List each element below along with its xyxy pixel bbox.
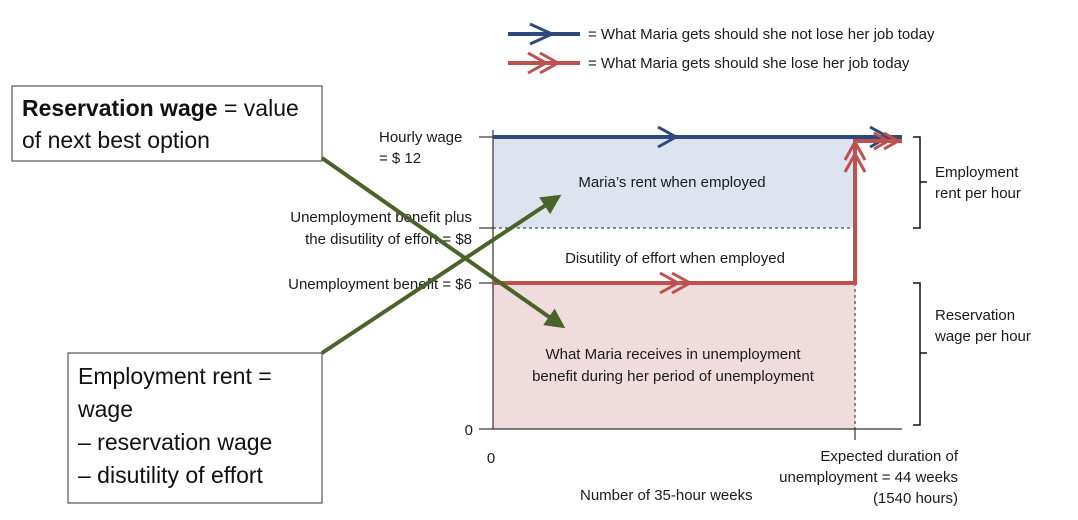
red-unemployment-path bbox=[493, 139, 902, 285]
legend-blue-chevron-icon bbox=[529, 22, 556, 46]
red-end-chevron-second bbox=[883, 131, 902, 151]
reservation-pointer-arrow bbox=[320, 156, 566, 329]
x-origin-label: 0 bbox=[487, 450, 495, 467]
reservation-wage-callout bbox=[11, 85, 323, 162]
duration-label-3: (1540 hours) bbox=[873, 490, 958, 507]
employment-rent-brace-label-1: Employment bbox=[935, 164, 1019, 181]
red-double-chevron-icon bbox=[659, 271, 682, 295]
reservation-wage-brace bbox=[913, 282, 921, 426]
employment-rent-brace-label-2: rent per hour bbox=[935, 185, 1021, 202]
y-origin-label: 0 bbox=[465, 422, 473, 439]
reservation-wage-brace-label-1: Reservation bbox=[935, 307, 1015, 324]
red-end-chevron-icon bbox=[873, 131, 892, 151]
rent-region-label: Maria’s rent when employed bbox=[578, 174, 765, 191]
legend-red-label: = What Maria gets should she lose her jo… bbox=[588, 55, 910, 72]
red-double-chevron-second bbox=[671, 271, 694, 295]
benefit-region-label-1: What Maria receives in unemployment bbox=[545, 346, 801, 363]
benefit-label: Unemployment benefit = $6 bbox=[288, 276, 472, 293]
legend: = What Maria gets should she not lose he… bbox=[508, 22, 935, 75]
legend-blue-label: = What Maria gets should she not lose he… bbox=[588, 26, 935, 43]
reservation-callout-line-2: of next best option bbox=[22, 127, 210, 153]
employment-rent-brace bbox=[913, 136, 921, 229]
reservation-callout-bold: Reservation wage bbox=[22, 95, 218, 121]
legend-red-double-chevron-icon bbox=[527, 51, 550, 75]
employment-rent-callout-line-1: Employment rent = bbox=[78, 363, 272, 389]
employment-rent-callout-line-2: wage bbox=[77, 396, 133, 422]
disutility-label: Disutility of effort when employed bbox=[565, 250, 785, 267]
employment-rent-callout bbox=[67, 352, 323, 504]
benefit-region bbox=[493, 283, 855, 429]
red-up-chevron-icon bbox=[843, 138, 867, 161]
hourly-wage-value: = $ 12 bbox=[379, 150, 421, 167]
hourly-wage-label: Hourly wage bbox=[379, 129, 462, 146]
x-axis-title: Number of 35-hour weeks bbox=[580, 487, 753, 504]
benefit-region-label-2: benefit during her period of unemploymen… bbox=[532, 368, 815, 385]
red-up-chevron-second bbox=[843, 150, 867, 173]
reservation-callout-rest: = value bbox=[218, 95, 299, 121]
legend-red-chevron-second bbox=[539, 51, 562, 75]
reservation-callout-line-1: Reservation wage = value bbox=[22, 95, 299, 121]
duration-label-2: unemployment = 44 weeks bbox=[779, 469, 958, 486]
reservation-wage-brace-label-2: wage per hour bbox=[934, 328, 1031, 345]
benefit-plus-effort-label-1: Unemployment benefit plus bbox=[290, 209, 472, 226]
employment-rent-callout-line-3: – reservation wage bbox=[78, 429, 272, 455]
employment-rent-pointer-arrow bbox=[320, 194, 562, 355]
blue-chevron-icon bbox=[657, 125, 680, 149]
duration-label-1: Expected duration of bbox=[820, 448, 958, 465]
employment-rent-callout-line-4: – disutility of effort bbox=[78, 462, 264, 488]
